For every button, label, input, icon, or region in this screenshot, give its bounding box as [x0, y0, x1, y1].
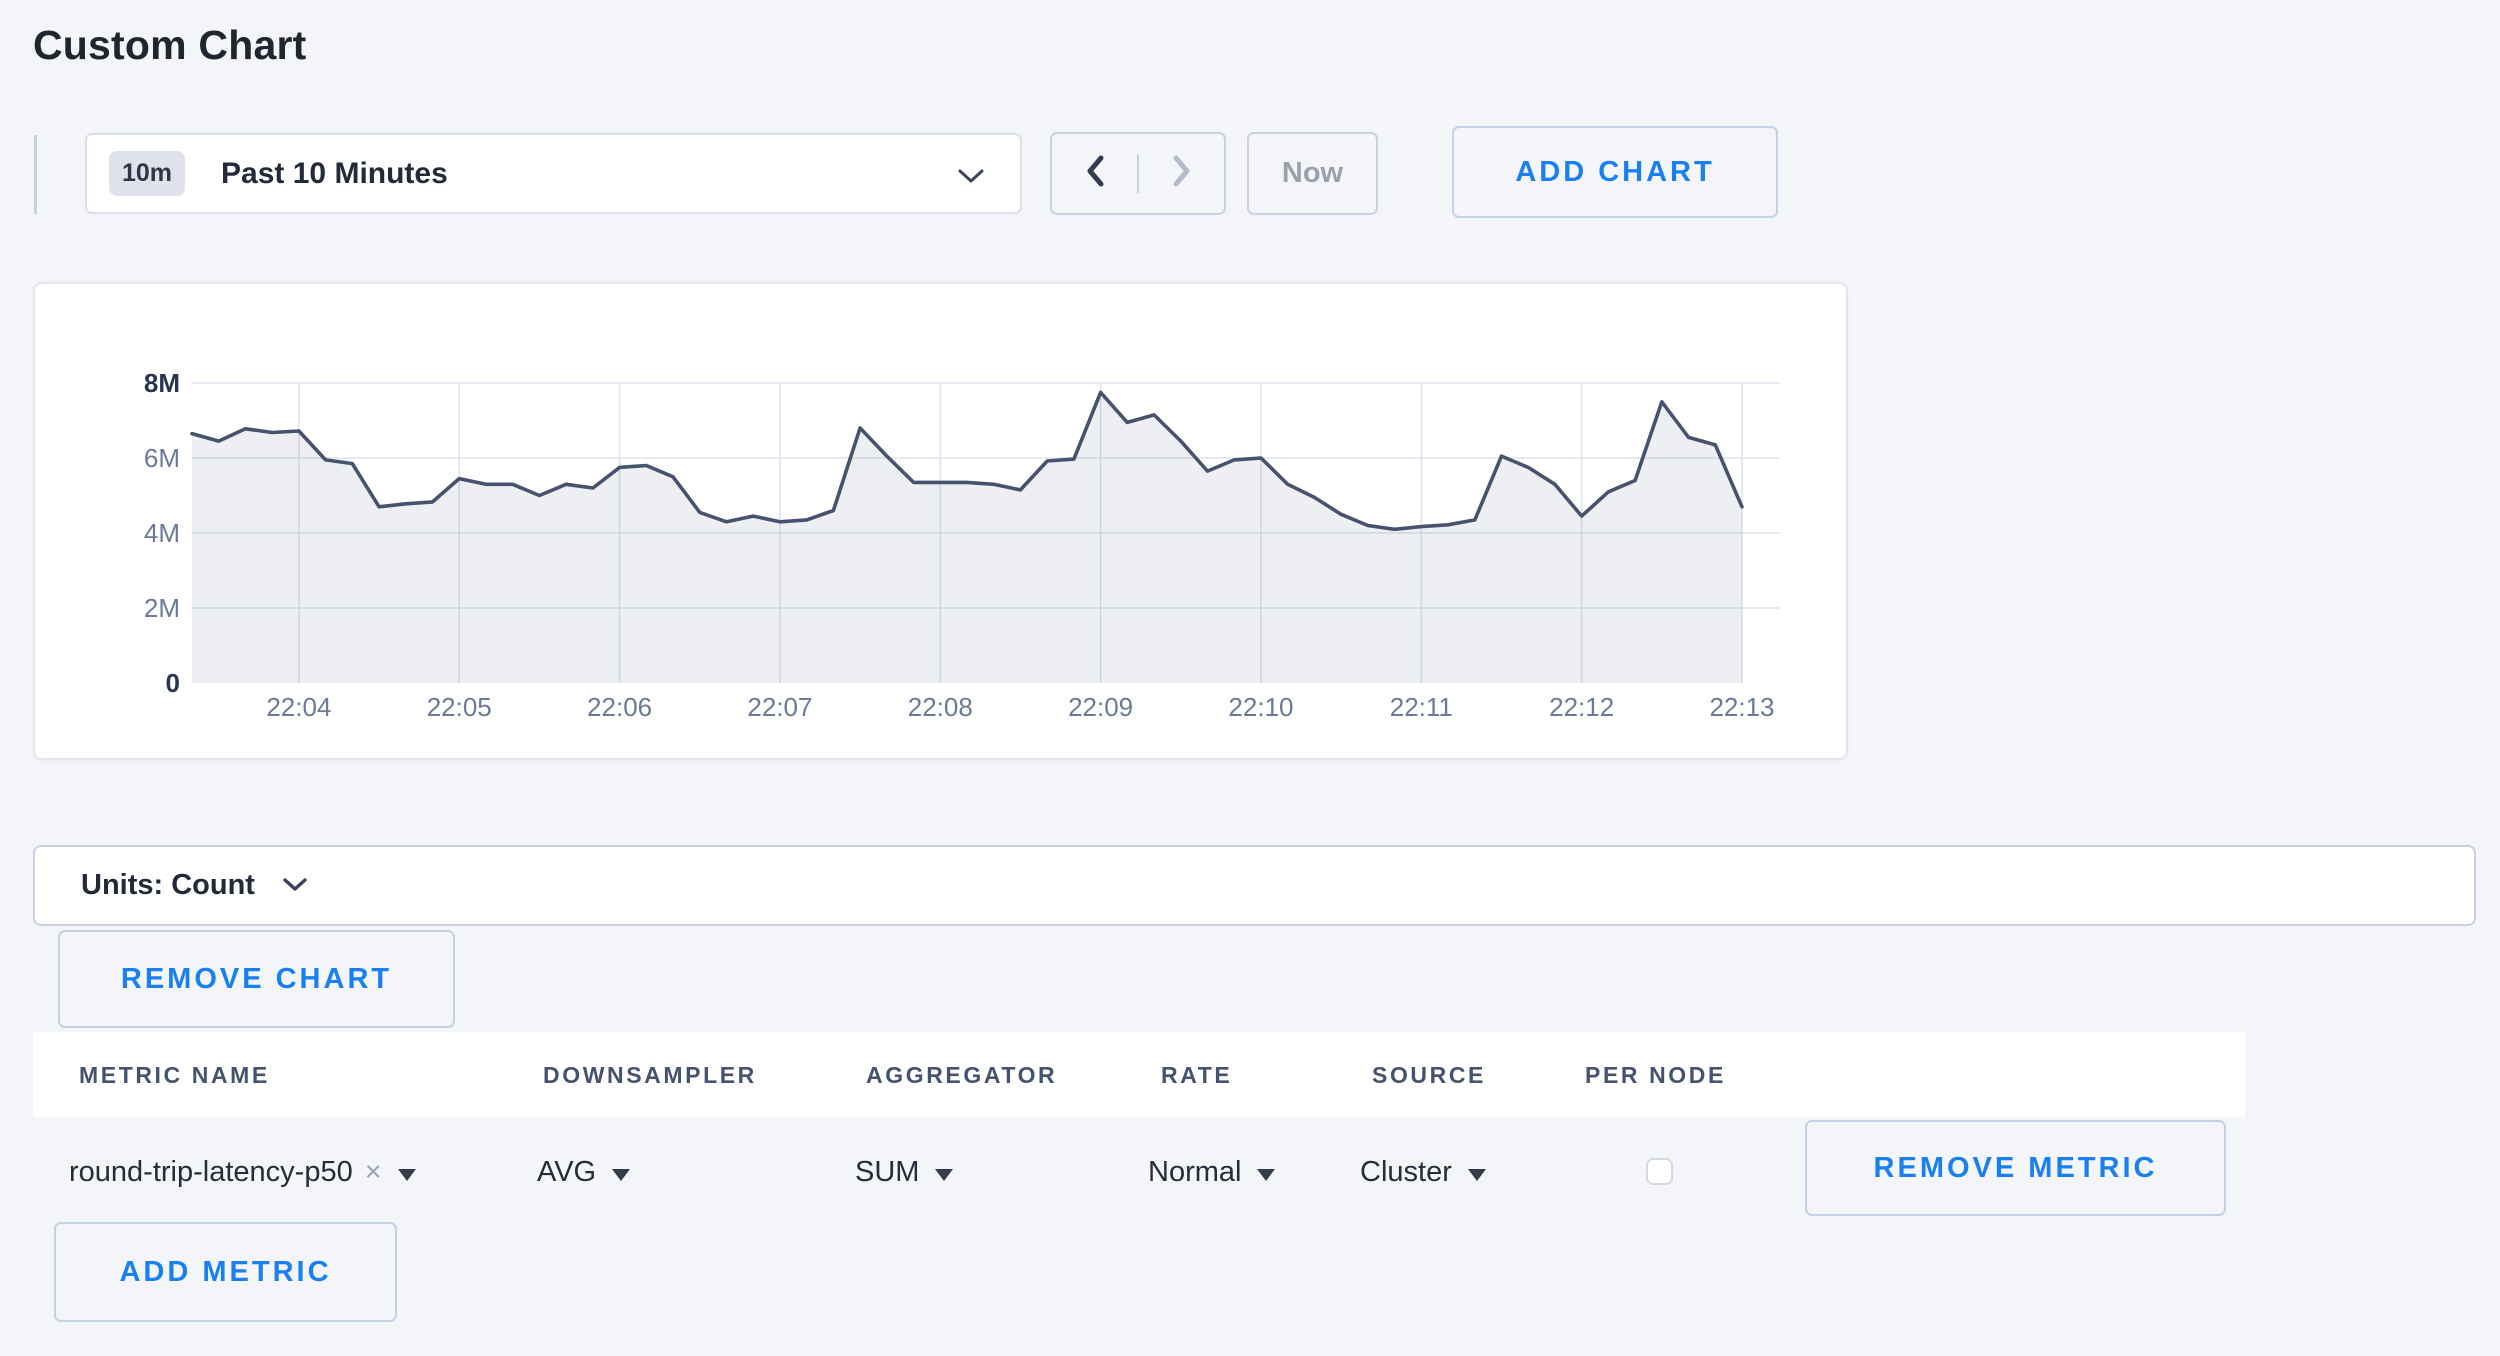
time-range-select[interactable]: 10m Past 10 Minutes: [85, 133, 1022, 214]
svg-text:22:10: 22:10: [1228, 692, 1293, 722]
aggregator-value: SUM: [855, 1156, 920, 1188]
time-window-badge: 10m: [109, 151, 186, 196]
metrics-table-header: [33, 1032, 2245, 1117]
aggregator-select[interactable]: SUM: [855, 1156, 954, 1189]
downsampler-select[interactable]: AVG: [537, 1156, 631, 1189]
svg-text:2M: 2M: [144, 593, 180, 623]
svg-text:22:07: 22:07: [747, 692, 812, 722]
units-label: Units: Count: [81, 869, 255, 901]
remove-metric-button[interactable]: REMOVE METRIC: [1805, 1120, 2226, 1216]
col-header-rate: RATE: [1161, 1062, 1233, 1088]
svg-text:6M: 6M: [144, 443, 180, 473]
svg-text:22:09: 22:09: [1068, 692, 1133, 722]
rate-value: Normal: [1148, 1156, 1242, 1188]
chevron-down-icon: [283, 878, 307, 897]
now-button[interactable]: Now: [1247, 132, 1378, 215]
svg-text:0: 0: [166, 668, 180, 698]
col-header-aggregator: AGGREGATOR: [866, 1062, 1058, 1088]
svg-text:22:04: 22:04: [266, 692, 331, 722]
caret-down-icon: [1257, 1168, 1276, 1181]
chevron-right-icon: [1171, 154, 1193, 193]
svg-text:22:05: 22:05: [427, 692, 492, 722]
svg-text:22:13: 22:13: [1709, 692, 1774, 722]
caret-down-icon: [1467, 1168, 1486, 1181]
add-chart-button[interactable]: ADD CHART: [1452, 126, 1778, 218]
time-window-label: Past 10 Minutes: [221, 156, 448, 190]
chevron-down-icon: [958, 169, 984, 189]
time-pager: [1050, 132, 1226, 215]
svg-text:22:08: 22:08: [908, 692, 973, 722]
page-title: Custom Chart: [33, 22, 307, 68]
svg-text:4M: 4M: [144, 518, 180, 548]
caret-down-icon: [397, 1168, 416, 1181]
col-header-source: SOURCE: [1372, 1062, 1487, 1088]
metric-name-value: round-trip-latency-p50: [69, 1156, 353, 1188]
add-metric-button[interactable]: ADD METRIC: [54, 1222, 397, 1322]
chevron-left-icon: [1084, 154, 1106, 193]
prev-time-button[interactable]: [1052, 154, 1139, 193]
svg-text:8M: 8M: [144, 368, 180, 398]
units-select[interactable]: Units: Count: [33, 845, 2476, 926]
caret-down-icon: [935, 1168, 954, 1181]
downsampler-value: AVG: [537, 1156, 597, 1188]
col-header-per-node: PER NODE: [1585, 1062, 1726, 1088]
svg-text:22:11: 22:11: [1390, 692, 1453, 722]
controls-left-divider: [34, 135, 37, 214]
next-time-button[interactable]: [1139, 154, 1224, 193]
caret-down-icon: [612, 1168, 631, 1181]
per-node-checkbox[interactable]: [1646, 1158, 1673, 1185]
col-header-metric-name: METRIC NAME: [79, 1062, 270, 1088]
svg-text:22:12: 22:12: [1549, 692, 1614, 722]
source-select[interactable]: Cluster: [1360, 1156, 1486, 1189]
source-value: Cluster: [1360, 1156, 1452, 1188]
rate-select[interactable]: Normal: [1148, 1156, 1276, 1189]
chart-card: 0 2M 4M 6M 8M 22:04 22:05 22:06 22:07 22:08 22:09 2…: [33, 282, 1848, 760]
col-header-downsampler: DOWNSAMPLER: [543, 1062, 757, 1088]
chart-canvas: 0 2M 4M 6M 8M 22:04 22:05 22:06 22:07 22:08 22:09 2…: [144, 368, 1780, 722]
metric-name-select[interactable]: round-trip-latency-p50 ×: [69, 1156, 416, 1189]
svg-text:22:06: 22:06: [587, 692, 652, 722]
close-icon[interactable]: ×: [364, 1156, 382, 1188]
remove-chart-button[interactable]: REMOVE CHART: [58, 930, 455, 1028]
